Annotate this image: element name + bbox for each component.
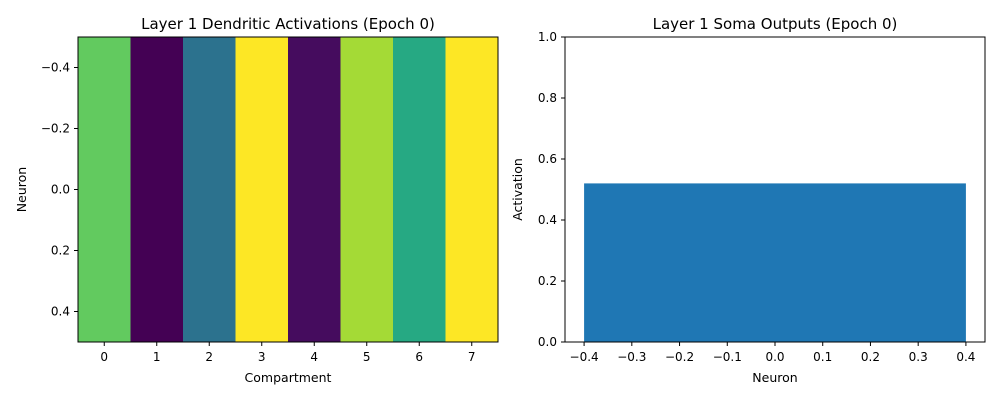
bar-x-tick-label: −0.3: [617, 350, 646, 364]
heatmap-cell: [183, 37, 236, 342]
bar-y-tick-label: 0.8: [538, 91, 557, 105]
heatmap-x-tick-label: 4: [310, 350, 318, 364]
heatmap-cell: [340, 37, 394, 342]
bar-y-tick-label: 0.6: [538, 152, 557, 166]
heatmap-title: Layer 1 Dendritic Activations (Epoch 0): [141, 15, 435, 33]
bar: [584, 183, 966, 342]
bar-x-tick-label: 0.1: [813, 350, 832, 364]
bar-x-tick-label: 0.3: [909, 350, 928, 364]
heatmap-cell: [288, 37, 341, 342]
heatmap-cell: [393, 37, 446, 342]
bar-y-label: Activation: [510, 158, 525, 221]
heatmap-y-axis: −0.4 −0.2 0.0 0.2 0.4: [41, 61, 78, 319]
heatmap-x-tick-label: 1: [153, 350, 161, 364]
bar-y-tick-label: 0.4: [538, 213, 557, 227]
bar-y-axis: 0.0 0.2 0.4 0.6 0.8 1.0: [538, 30, 565, 349]
bar-x-tick-label: 0.2: [861, 350, 880, 364]
heatmap-x-tick-label: 0: [100, 350, 108, 364]
heatmap-x-tick-label: 3: [258, 350, 266, 364]
bar-x-tick-label: −0.4: [570, 350, 599, 364]
heatmap-x-label: Compartment: [245, 370, 332, 385]
bar-x-label: Neuron: [752, 370, 797, 385]
heatmap-x-axis: 0 1 2 3 4 5 6 7: [100, 342, 476, 364]
bar-marks: [584, 183, 966, 342]
heatmap-cell: [445, 37, 499, 342]
bar-y-tick-label: 0.0: [538, 335, 557, 349]
heatmap-x-tick-label: 2: [205, 350, 213, 364]
heatmap-y-tick-label: 0.0: [51, 183, 70, 197]
heatmap-x-tick-label: 5: [363, 350, 371, 364]
bar-x-tick-label: 0.4: [956, 350, 975, 364]
heatmap-cell: [130, 37, 184, 342]
heatmap-y-tick-label: −0.4: [41, 61, 70, 75]
bar-x-tick-label: 0.0: [765, 350, 784, 364]
bar-x-tick-label: −0.2: [665, 350, 694, 364]
heatmap-cells: [78, 37, 499, 342]
heatmap-cell: [78, 37, 131, 342]
heatmap-x-tick-label: 7: [468, 350, 476, 364]
bar-title: Layer 1 Soma Outputs (Epoch 0): [653, 15, 898, 33]
bar-x-axis: −0.4 −0.3 −0.2 −0.1 0.0 0.1 0.2 0.3 0.4: [570, 342, 975, 364]
heatmap-y-tick-label: 0.2: [51, 244, 70, 258]
bar-y-tick-label: 0.2: [538, 274, 557, 288]
bar-x-tick-label: −0.1: [713, 350, 742, 364]
heatmap-y-tick-label: −0.2: [41, 122, 70, 136]
bar-panel: Layer 1 Soma Outputs (Epoch 0) −0.4 −0.3−…: [510, 15, 986, 385]
heatmap-cell: [235, 37, 289, 342]
heatmap-y-tick-label: 0.4: [51, 305, 70, 319]
bar-y-tick-label: 1.0: [538, 30, 557, 44]
heatmap-panel: Layer 1 Dendritic Activations (Epoch 0) …: [14, 15, 499, 385]
heatmap-y-label: Neuron: [14, 167, 29, 212]
heatmap-x-tick-label: 6: [415, 350, 423, 364]
